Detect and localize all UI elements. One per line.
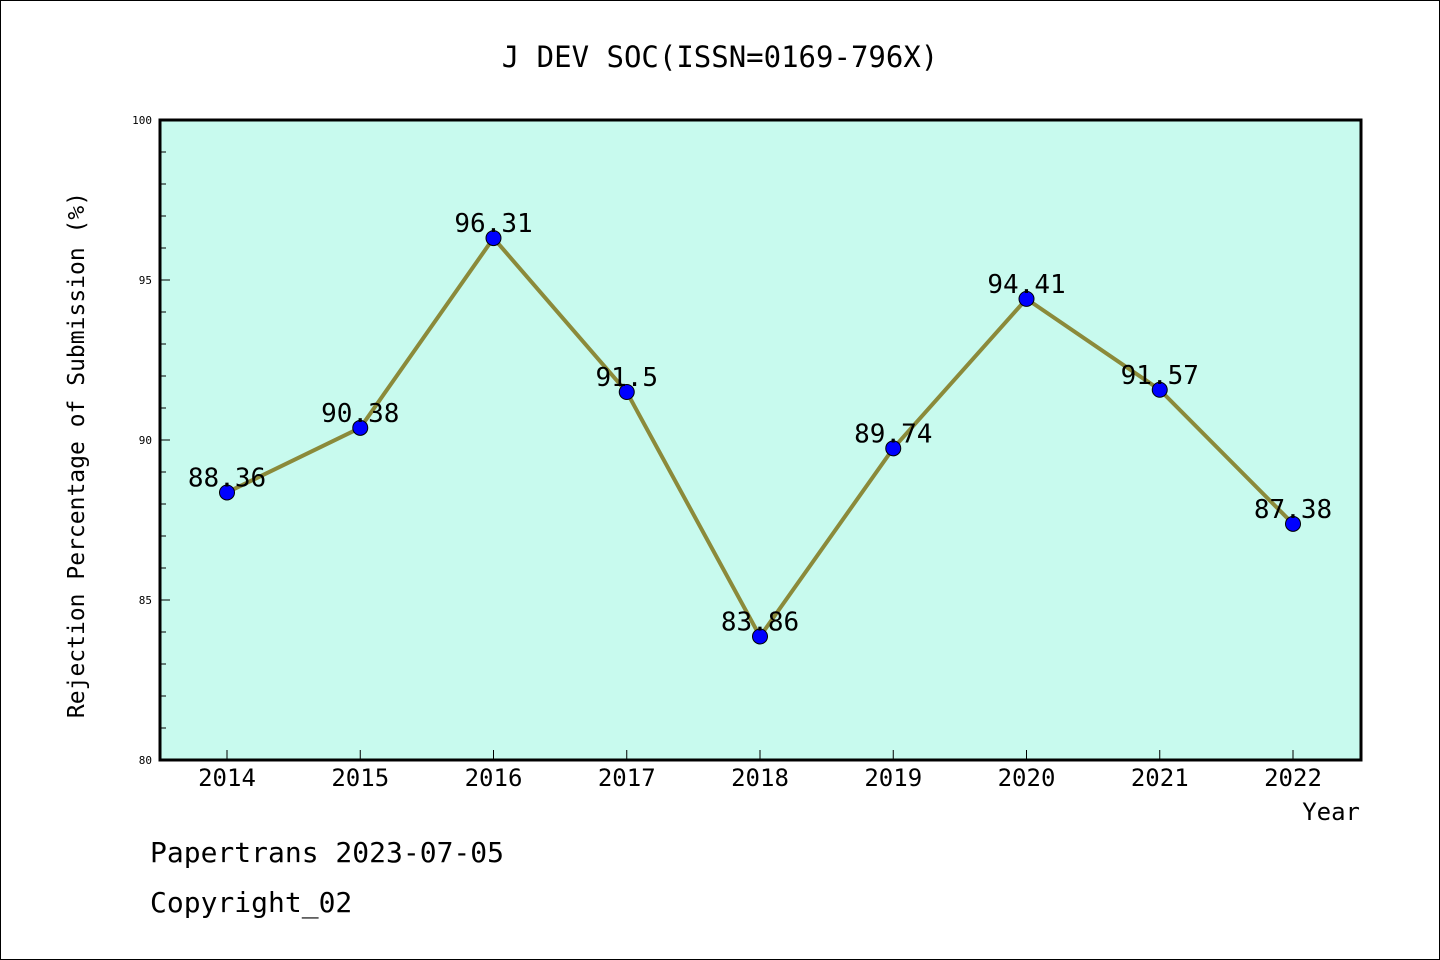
y-tick-label: 100 bbox=[132, 114, 152, 127]
data-point-marker bbox=[485, 230, 502, 247]
plot-area bbox=[158, 118, 1363, 762]
data-label: 90.38 bbox=[321, 399, 399, 429]
chart-title: J DEV SOC(ISSN=0169-796X) bbox=[502, 40, 939, 74]
y-tick-label: 85 bbox=[139, 594, 152, 607]
y-axis-label: Rejection Percentage of Submission (%) bbox=[64, 192, 90, 718]
data-label: 87.38 bbox=[1254, 495, 1332, 525]
footer-date-text: Papertrans 2023-07-05 bbox=[150, 836, 505, 869]
data-point-marker bbox=[752, 628, 768, 645]
data-point-marker bbox=[219, 484, 235, 501]
x-axis-label: Year bbox=[1302, 798, 1360, 826]
x-tick-label: 2017 bbox=[598, 764, 656, 792]
footer-copyright-text: Copyright_02 bbox=[150, 886, 353, 919]
data-point-marker bbox=[618, 384, 635, 400]
y-axis-ticks: 80 85 90 95 100 bbox=[132, 114, 170, 767]
x-tick-label: 2015 bbox=[331, 764, 389, 792]
data-point-marker bbox=[1285, 515, 1301, 532]
data-point-marker bbox=[352, 419, 369, 436]
y-tick-label: 95 bbox=[139, 274, 152, 287]
x-axis-ticks: 2014 2015 2016 2017 2018 2019 2020 2021 2022 bbox=[198, 750, 1322, 792]
y-tick-label: 80 bbox=[139, 754, 152, 767]
data-label: 88.36 bbox=[188, 463, 266, 493]
data-point-marker bbox=[885, 440, 902, 457]
data-label: 94.41 bbox=[987, 270, 1065, 300]
x-tick-label: 2018 bbox=[731, 764, 789, 792]
data-points bbox=[219, 230, 1301, 645]
data-point-marker bbox=[1151, 381, 1168, 398]
data-labels: 88.36 90.38 96.31 91.5 83.86 89.74 94.41 91.57 8… bbox=[188, 209, 1332, 637]
data-label: 96.31 bbox=[454, 209, 532, 239]
data-label: 91.5 bbox=[595, 363, 658, 393]
x-tick-label: 2022 bbox=[1264, 764, 1322, 792]
data-label: 83.86 bbox=[721, 607, 799, 637]
data-point-marker bbox=[1018, 290, 1035, 307]
data-label: 91.57 bbox=[1121, 361, 1199, 391]
x-tick-label: 2016 bbox=[465, 764, 523, 792]
x-tick-label: 2014 bbox=[198, 764, 256, 792]
data-label: 89.74 bbox=[854, 419, 932, 449]
x-tick-label: 2020 bbox=[998, 764, 1056, 792]
y-tick-label: 90 bbox=[139, 434, 152, 447]
x-tick-label: 2021 bbox=[1131, 764, 1189, 792]
x-tick-label: 2019 bbox=[864, 764, 922, 792]
